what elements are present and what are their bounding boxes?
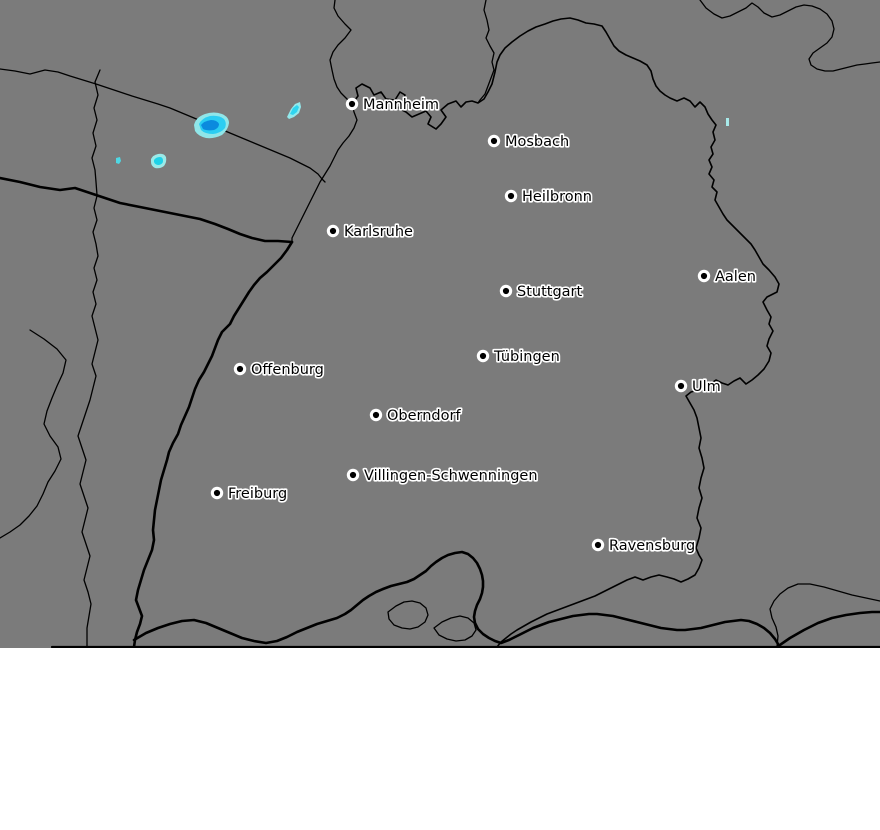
- city-label: Aalen: [715, 269, 756, 285]
- border-lines: [0, 0, 880, 648]
- city-marker: Mosbach: [487, 132, 571, 152]
- city-marker: Ulm: [674, 377, 722, 397]
- city-dot: [502, 287, 510, 295]
- radar-echo: [154, 157, 163, 165]
- city-marker: Aalen: [697, 267, 758, 287]
- city-dot: [349, 471, 357, 479]
- border-enclave-1: [387, 600, 429, 630]
- country-border-france-north: [0, 176, 294, 244]
- city-marker: Mannheim: [345, 95, 441, 115]
- radar-echo-layer: [116, 102, 729, 169]
- city-label: Stuttgart: [517, 284, 583, 300]
- city-layer: Mannheim Mosbach Heilbronn Karlsruhe Aalen St…: [210, 95, 758, 556]
- city-marker: Freiburg: [210, 484, 289, 504]
- radar-echo: [116, 157, 121, 164]
- city-label: Karlsruhe: [344, 224, 413, 240]
- state-border-top-center: [477, 0, 495, 104]
- state-border-vertical-w: [91, 69, 101, 196]
- city-dot: [329, 227, 337, 235]
- city-marker: Villingen-Schwenningen: [346, 466, 539, 486]
- city-marker: Stuttgart: [499, 282, 584, 302]
- city-label: Ravensburg: [609, 538, 695, 554]
- city-marker: Tübingen: [476, 347, 561, 367]
- city-dot: [236, 365, 244, 373]
- radar-echo: [201, 120, 219, 131]
- city-marker: Ravensburg: [591, 536, 697, 556]
- city-label: Mannheim: [363, 97, 439, 113]
- map-background: [0, 0, 880, 648]
- radar-map: Mannheim Mosbach Heilbronn Karlsruhe Aalen St…: [0, 0, 880, 648]
- city-label: Heilbronn: [522, 189, 592, 205]
- country-border-austria: [775, 610, 880, 648]
- city-dot: [507, 192, 515, 200]
- state-border-hesse: [329, 0, 353, 105]
- city-label: Mosbach: [505, 134, 569, 150]
- country-border-france-rhine: [132, 240, 294, 648]
- country-border-switzerland: [132, 550, 781, 648]
- radar-echo: [726, 118, 729, 126]
- city-dot: [479, 352, 487, 360]
- city-dot: [594, 541, 602, 549]
- state-border-se: [769, 583, 880, 648]
- state-border-top-right: [699, 0, 880, 72]
- state-border-bw: [351, 17, 780, 648]
- map-canvas: Mannheim Mosbach Heilbronn Karlsruhe Aalen St…: [0, 0, 880, 648]
- city-marker: Karlsruhe: [326, 222, 415, 242]
- city-dot: [700, 272, 708, 280]
- footer-panel: Sim. max. Radarreflektivität (in dbZ) Do…: [0, 648, 880, 830]
- state-border-diagonal-nw: [0, 68, 326, 183]
- city-dot: [490, 137, 498, 145]
- state-border-rhine-north: [291, 103, 358, 243]
- border-enclave-2: [433, 615, 477, 642]
- radar-echo: [290, 105, 299, 115]
- city-dot: [348, 100, 356, 108]
- city-label: Ulm: [692, 379, 721, 395]
- city-dot: [372, 411, 380, 419]
- border-france-internal-2: [77, 195, 99, 648]
- city-label: Oberndorf: [387, 408, 461, 424]
- city-marker: Offenburg: [233, 360, 325, 380]
- city-marker: Oberndorf: [369, 406, 463, 426]
- city-label: Freiburg: [228, 486, 287, 502]
- city-dot: [677, 382, 685, 390]
- city-marker: Heilbronn: [504, 187, 594, 207]
- city-dot: [213, 489, 221, 497]
- border-france-internal-1: [0, 329, 67, 539]
- city-label: Villingen-Schwenningen: [364, 468, 538, 484]
- city-label: Tübingen: [493, 349, 560, 365]
- city-label: Offenburg: [251, 362, 324, 378]
